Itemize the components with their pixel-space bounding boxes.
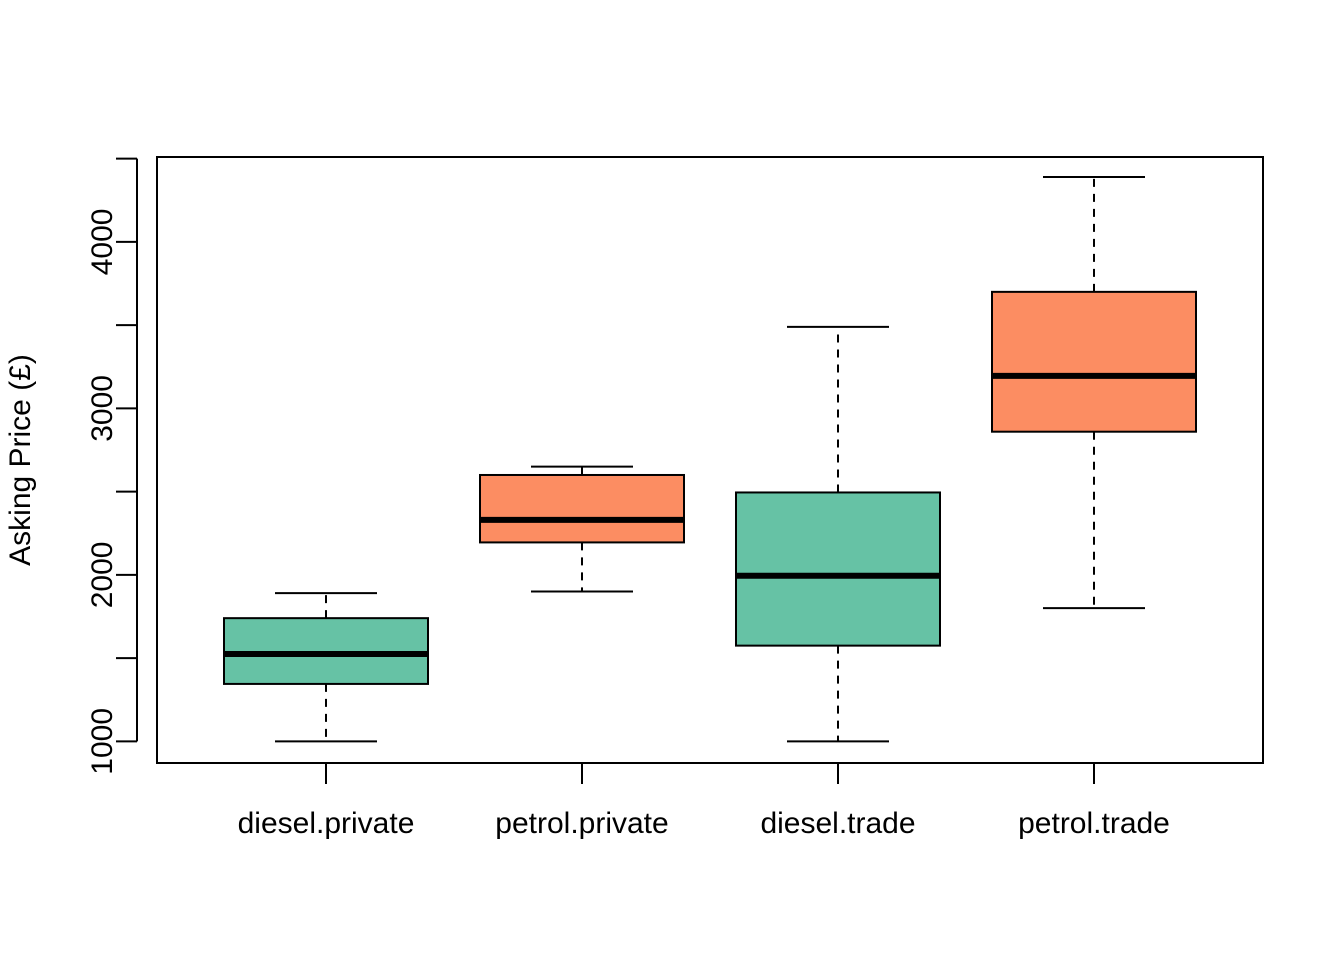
box-diesel.trade [735, 325, 941, 743]
x-tick-label: diesel.trade [760, 807, 915, 840]
x-tick-label: petrol.private [495, 807, 668, 840]
y-tick-label: 2000 [86, 541, 119, 608]
x-tick-label: petrol.trade [1018, 807, 1170, 840]
y-axis: 1000 2000 3000 4000 [86, 157, 138, 775]
iqr-box [479, 473, 685, 544]
box-petrol.private [479, 465, 685, 593]
boxes-layer [223, 175, 1197, 743]
y-tick-label: 4000 [86, 209, 119, 276]
y-tick-label: 1000 [86, 708, 119, 775]
box-diesel.private [223, 592, 429, 743]
y-tick-label: 3000 [86, 375, 119, 442]
box-petrol.trade [991, 175, 1197, 610]
plot-frame [156, 156, 1264, 764]
x-tick-label: diesel.private [238, 807, 415, 840]
x-axis: diesel.private petrol.private diesel.trade… [238, 763, 1170, 840]
iqr-box [735, 491, 941, 647]
iqr-box [991, 290, 1197, 433]
y-axis-title: Asking Price (£) [4, 354, 37, 566]
